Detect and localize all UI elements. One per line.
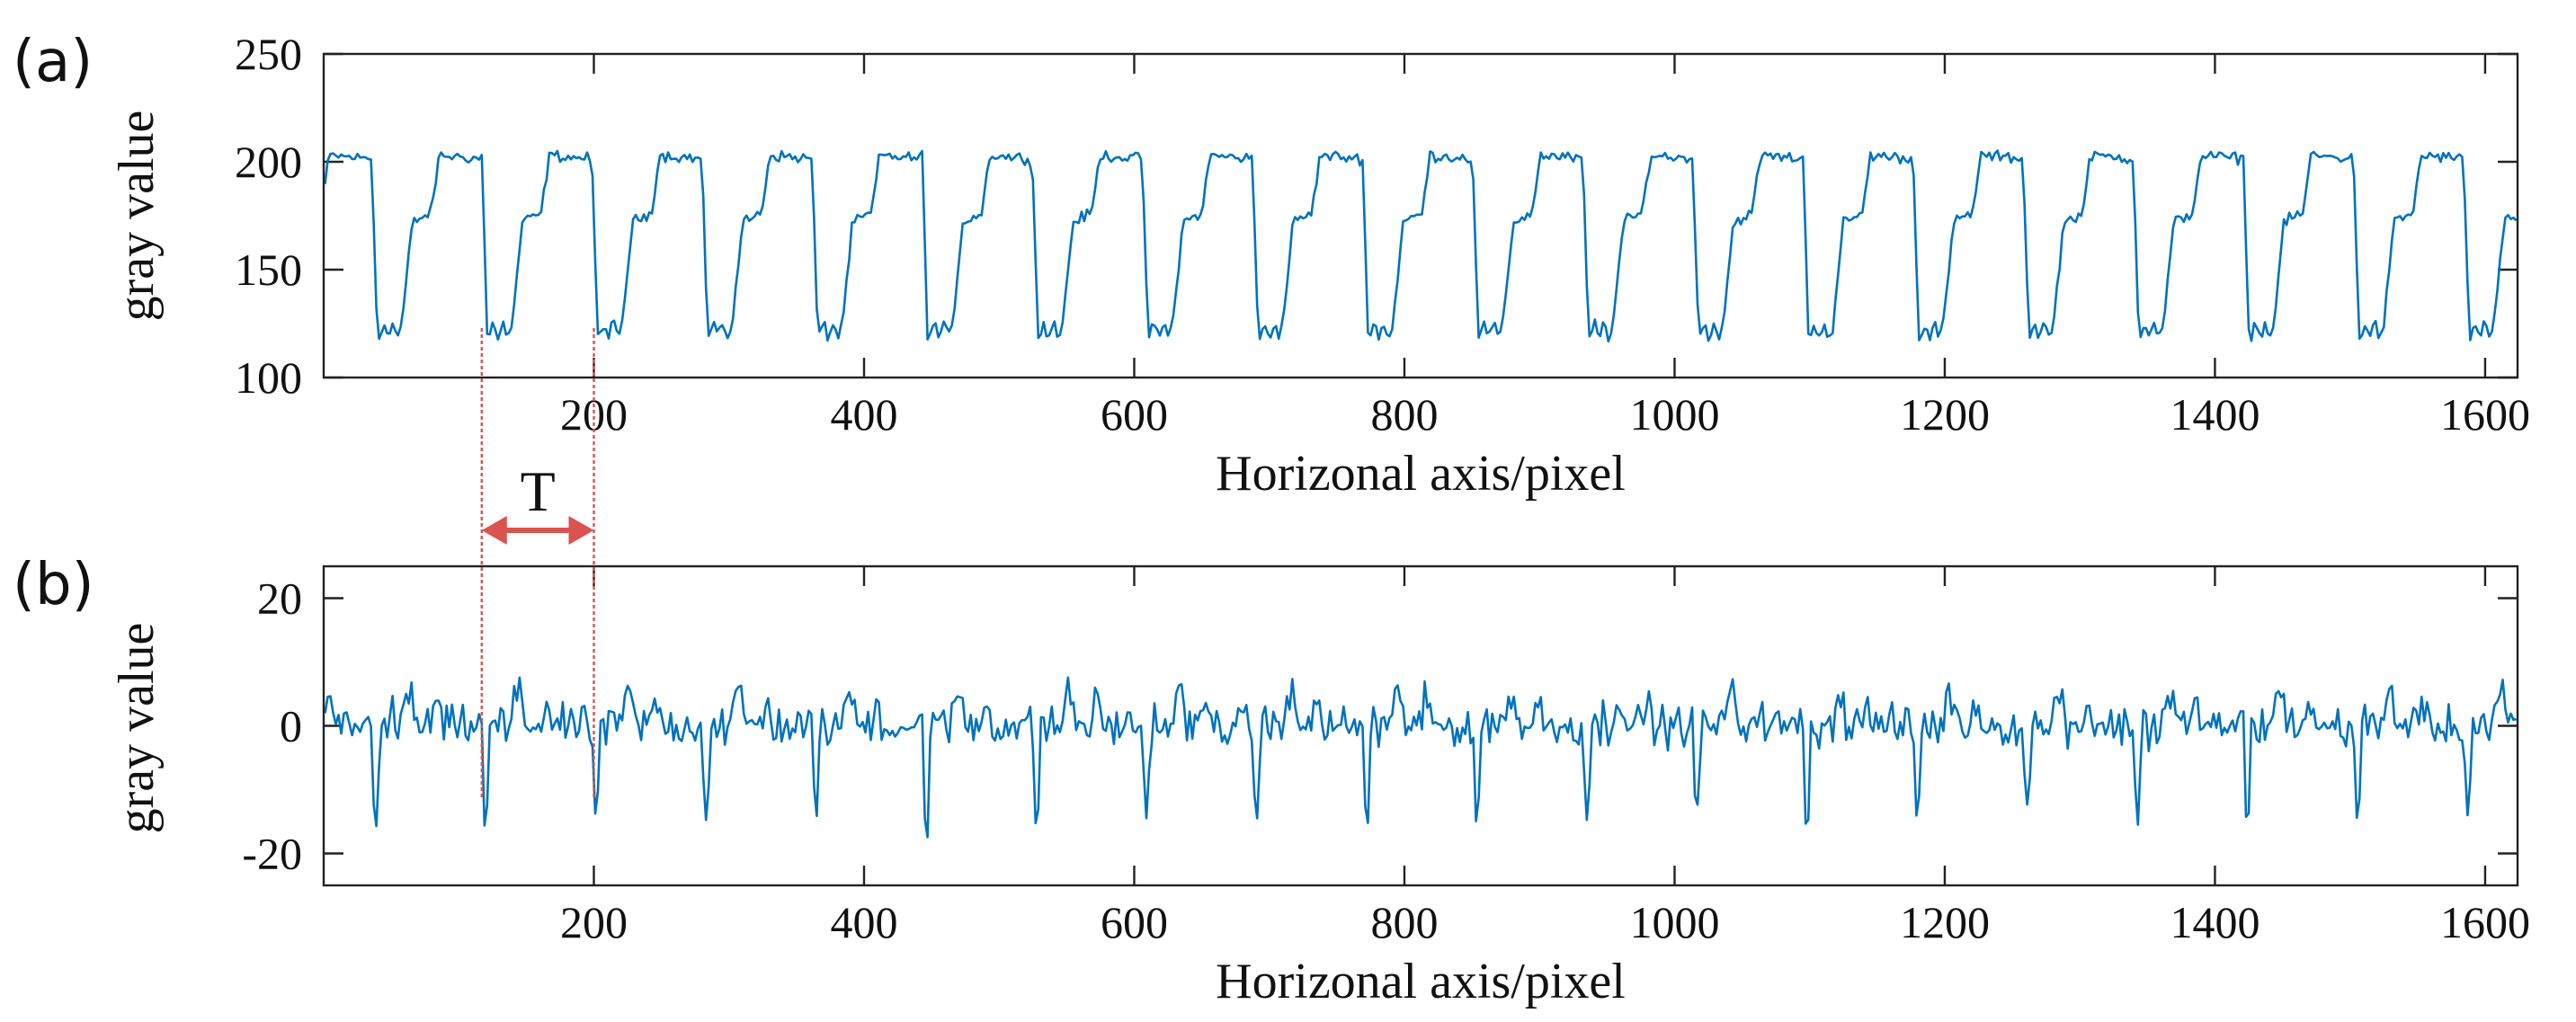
- y-tick-label: 200: [235, 137, 302, 187]
- x-tick-label: 200: [560, 897, 628, 947]
- y-tick-label: -20: [242, 829, 302, 879]
- x-tick-label: 1400: [2170, 389, 2260, 440]
- x-tick-label: 800: [1370, 389, 1438, 440]
- x-tick-label: 400: [830, 389, 897, 440]
- period-label: T: [521, 459, 556, 523]
- x-tick-label: 1600: [2440, 897, 2530, 947]
- panel-a-ylabel: gray value: [109, 111, 165, 322]
- y-tick-label: 20: [257, 573, 302, 624]
- x-tick-label: 1600: [2440, 389, 2530, 440]
- x-tick-label: 800: [1370, 897, 1438, 947]
- y-tick-label: 250: [235, 29, 302, 79]
- panel-b-ylabel: gray value: [109, 623, 165, 834]
- period-arrow-head-left: [481, 516, 507, 545]
- x-tick-label: 600: [1101, 389, 1168, 440]
- x-tick-label: 1400: [2170, 897, 2260, 947]
- y-tick-label: 100: [235, 352, 302, 403]
- x-tick-label: 1200: [1900, 897, 1990, 947]
- x-tick-label: 1000: [1629, 897, 1719, 947]
- period-arrow-head-right: [568, 516, 594, 545]
- panel-b: (b) gray value -20 0 20 200 400 600 800 1000 12…: [13, 552, 2530, 1009]
- panel-b-plot-frame: [322, 564, 2519, 887]
- period-annotation: T: [480, 328, 595, 800]
- panel-b-x-ticks: 200 400 600 800 1000 1200 1400 1600: [560, 566, 2530, 947]
- panel-a-plot-frame: [322, 52, 2519, 379]
- panel-b-label: (b): [13, 552, 94, 618]
- y-tick-label: 0: [280, 701, 302, 751]
- panel-a-series-line: [324, 149, 2518, 342]
- panel-a: (a) gray value 100 150 200 250 200 400 600 800…: [13, 29, 2530, 502]
- panel-a-label: (a): [13, 29, 93, 95]
- x-tick-label: 400: [830, 897, 897, 947]
- panel-a-x-ticks: 200 400 600 800 1000 1200 1400 1600: [560, 54, 2530, 440]
- panel-a-xlabel: Horizonal axis/pixel: [1216, 446, 1626, 502]
- panel-b-y-ticks: -20 0 20: [242, 573, 2518, 879]
- panel-b-series-line: [324, 676, 2517, 839]
- x-tick-label: 1000: [1629, 389, 1719, 440]
- x-tick-label: 1200: [1900, 389, 1990, 440]
- y-tick-label: 150: [235, 244, 302, 295]
- panel-b-xlabel: Horizonal axis/pixel: [1216, 954, 1626, 1009]
- x-tick-label: 600: [1101, 897, 1168, 947]
- panel-a-y-ticks: 100 150 200 250: [235, 29, 2518, 403]
